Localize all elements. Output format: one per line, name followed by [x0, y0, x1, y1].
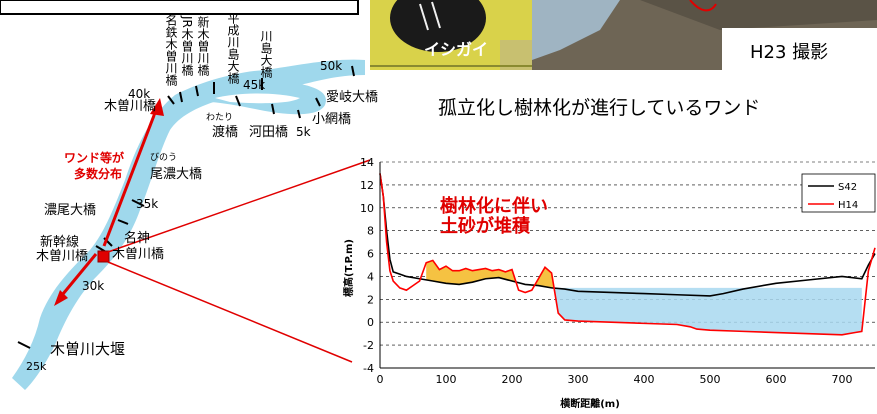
label-shinkansen-2: 木曽川橋	[36, 249, 88, 264]
river-channel	[12, 59, 365, 390]
water-fill	[554, 287, 862, 335]
label-kawada: 河田橋	[249, 125, 288, 140]
mussel-label: イシガイ	[424, 40, 488, 59]
sediment-fill	[426, 260, 559, 289]
y-tick-label: 8	[367, 225, 374, 238]
annotation-line1: 樹林化に伴い	[440, 195, 548, 217]
y-tick-label: 12	[360, 179, 374, 192]
label-watari-ruby: わたり	[206, 112, 233, 123]
x-axis-label: 横断距離(m)	[560, 397, 620, 410]
label-heisei: 平成川島大橋	[226, 12, 240, 85]
label-km40: 40k	[128, 87, 150, 101]
x-tick-label: 300	[568, 373, 589, 386]
y-tick-label: -4	[363, 362, 374, 375]
label-weir: 木曽川大堰	[50, 340, 125, 358]
distribution-arrow	[54, 98, 164, 306]
y-tick-label: 0	[367, 316, 374, 329]
label-km45: 45k	[243, 78, 265, 92]
y-tick-label: 14	[360, 156, 374, 169]
y-axis-label: 標高(T.P.m)	[342, 239, 355, 297]
label-kawashima: 川島大橋	[259, 30, 273, 79]
chart-fills	[426, 260, 862, 335]
zoom-line-bottom	[107, 261, 353, 363]
label-nobi: 濃尾大橋	[44, 203, 96, 218]
chart-legend: S42 H14	[801, 173, 876, 213]
series-line-h14	[379, 173, 876, 336]
site-marker	[97, 250, 110, 263]
river-map: 木曽川橋 40k 35k 30k 25k 50k 45k 5k 名鉄木曽川橋 J…	[12, 12, 378, 390]
y-tick-label: 4	[367, 270, 374, 283]
chart-lines	[379, 173, 876, 336]
chart-annotation: 樹林化に伴い 土砂が堆積	[440, 195, 548, 237]
legend-box	[0, 0, 359, 15]
label-km5: 5k	[296, 125, 311, 139]
chart-axes	[379, 162, 875, 369]
photo-date: H23 撮影	[750, 42, 828, 63]
label-shin: 新木曽川橋	[196, 15, 210, 77]
legend-label: H14	[838, 200, 858, 211]
label-wando-1: ワンド等が	[64, 150, 124, 165]
label-kiso-bridge: 木曽川橋	[104, 99, 156, 114]
label-km30: 30k	[82, 279, 104, 293]
label-bino: 尾濃大橋	[150, 167, 202, 182]
photo-title: 孤立化し樹林化が進行しているワンド	[438, 97, 760, 119]
label-km35: 35k	[136, 197, 158, 211]
legend-label: S42	[838, 182, 857, 193]
y-tick-label: -2	[363, 339, 374, 352]
label-km50: 50k	[320, 59, 342, 73]
label-km25: 25k	[26, 360, 47, 373]
x-tick-label: 0	[377, 373, 384, 386]
x-tick-label: 700	[832, 373, 853, 386]
cross-section-chart: -4 -2 0 2 4 6 8 10 12 14 0 100 200 300 400 500 600 700 標高…	[342, 156, 876, 410]
annotation-line2: 土砂が堆積	[440, 215, 531, 237]
label-bino-ruby: びのう	[150, 152, 177, 163]
label-meishin-1: 名神	[124, 230, 150, 246]
x-tick-label: 100	[436, 373, 457, 386]
zoom-line-top	[107, 159, 371, 253]
photo-wando: H23 撮影	[532, 0, 877, 70]
chart-ticks: -4 -2 0 2 4 6 8 10 12 14 0 100 200 300 400 500 600 700	[360, 156, 853, 386]
label-jr: JR木曽川橋	[180, 15, 194, 76]
x-tick-label: 500	[700, 373, 721, 386]
label-meishin-2: 木曽川橋	[112, 247, 164, 262]
label-koami: 小網橋	[312, 112, 351, 127]
label-wando-2: 多数分布	[74, 166, 122, 181]
label-aigi: 愛岐大橋	[326, 90, 378, 105]
x-tick-label: 400	[634, 373, 655, 386]
label-meitetsu: 名鉄木曽川橋	[164, 13, 178, 87]
series-line-s42	[379, 173, 876, 297]
y-tick-label: 2	[367, 293, 374, 306]
photo-mussel: イシガイ	[370, 0, 532, 70]
x-tick-label: 200	[502, 373, 523, 386]
y-tick-label: 10	[360, 202, 374, 215]
y-tick-label: 6	[367, 248, 374, 261]
x-tick-label: 600	[766, 373, 787, 386]
label-shinkansen-1: 新幹線	[40, 234, 79, 250]
label-watari: 渡橋	[212, 124, 238, 140]
